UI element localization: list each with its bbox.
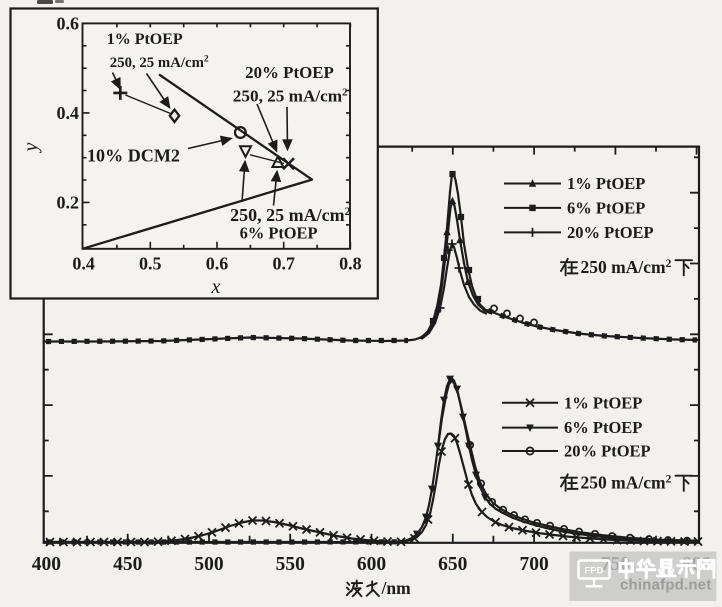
svg-text:500: 500 xyxy=(194,554,223,575)
svg-text:/nm: /nm xyxy=(381,578,412,598)
svg-text:0.4: 0.4 xyxy=(72,254,95,274)
svg-text:20% PtOEP: 20% PtOEP xyxy=(564,442,651,461)
svg-text:550: 550 xyxy=(276,554,305,575)
svg-text:0.7: 0.7 xyxy=(272,254,295,274)
svg-text:250, 25 mA/cm2: 250, 25 mA/cm2 xyxy=(233,87,348,106)
svg-text:650: 650 xyxy=(438,554,467,575)
svg-text:1% PtOEP: 1% PtOEP xyxy=(107,31,183,48)
svg-text:FPD: FPD xyxy=(585,566,604,577)
svg-text:250 mA/cm2: 250 mA/cm2 xyxy=(581,257,672,277)
svg-text:chinafpd.net: chinafpd.net xyxy=(620,578,712,594)
svg-text:250, 25 mA/cm2: 250, 25 mA/cm2 xyxy=(110,54,209,71)
svg-text:0.2: 0.2 xyxy=(57,192,80,212)
svg-text:y: y xyxy=(20,142,42,153)
svg-text:0.4: 0.4 xyxy=(57,103,80,123)
svg-text:250 mA/cm2: 250 mA/cm2 xyxy=(581,472,672,492)
svg-text:10% DCM2: 10% DCM2 xyxy=(87,146,180,166)
svg-text:0.6: 0.6 xyxy=(206,254,229,274)
svg-text:0.6: 0.6 xyxy=(57,13,80,33)
svg-text:450: 450 xyxy=(113,554,142,575)
svg-text:700: 700 xyxy=(519,554,548,575)
svg-text:6% PtOEP: 6% PtOEP xyxy=(564,418,642,437)
svg-text:250, 25 mA/cm2: 250, 25 mA/cm2 xyxy=(230,205,350,225)
svg-text:1% PtOEP: 1% PtOEP xyxy=(564,393,642,412)
svg-text:600: 600 xyxy=(357,554,386,575)
svg-text:20% PtOEP: 20% PtOEP xyxy=(567,223,654,242)
svg-text:1% PtOEP: 1% PtOEP xyxy=(567,174,645,193)
svg-text:20% PtOEP: 20% PtOEP xyxy=(245,63,334,82)
svg-text:0.8: 0.8 xyxy=(339,254,362,274)
svg-text:6% PtOEP: 6% PtOEP xyxy=(240,224,318,243)
svg-text:6% PtOEP: 6% PtOEP xyxy=(567,199,645,218)
svg-text:x: x xyxy=(211,276,221,298)
svg-text:400: 400 xyxy=(32,554,61,575)
svg-text:0.5: 0.5 xyxy=(139,254,162,274)
